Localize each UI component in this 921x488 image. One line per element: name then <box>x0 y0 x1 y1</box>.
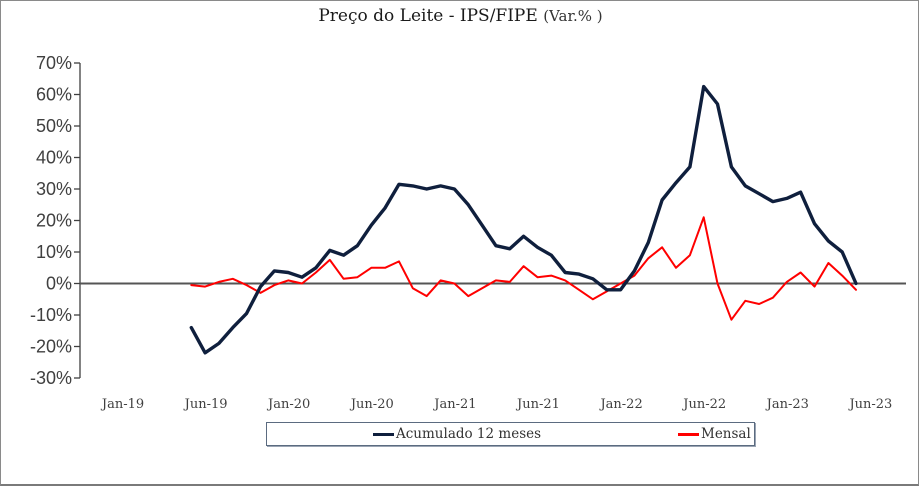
y-axis: 70% 60% 50% 40% 30% 20% 10% 0% -10% -20% -30% <box>30 53 81 388</box>
y-tick-label: -20% <box>30 337 72 357</box>
x-tick-label: Jan-19 <box>100 397 144 412</box>
y-tick-label: 0% <box>46 274 72 294</box>
y-tick-label: 50% <box>36 116 72 136</box>
legend-item-acumulado: Acumulado 12 meses <box>373 426 541 442</box>
legend-swatch-acumulado <box>373 432 394 436</box>
series-line-mensal <box>190 216 857 321</box>
y-tick-label: 30% <box>36 179 72 199</box>
x-tick-label: Jun-21 <box>515 397 560 412</box>
legend-item-mensal: Mensal <box>678 426 751 442</box>
x-tick-label: Jun-20 <box>349 397 394 412</box>
series-line-acumulado <box>189 84 858 355</box>
y-tick-label: 20% <box>36 211 72 231</box>
legend-label-mensal: Mensal <box>701 426 751 442</box>
series-lines <box>189 84 858 355</box>
x-tick-label: Jun-19 <box>183 397 228 412</box>
x-axis: Jan-19 Jun-19 Jan-20 Jun-20 Jan-21 Jun-21 Jan-… <box>80 282 906 412</box>
y-tick-label: 10% <box>36 242 72 262</box>
x-tick-label: Jan-22 <box>598 397 642 412</box>
y-tick-label: 70% <box>36 53 72 73</box>
x-tick-label: Jan-21 <box>432 397 476 412</box>
chart-title-main: Preço do Leite - IPS/FIPE <box>318 6 538 26</box>
x-tick-label: Jan-23 <box>765 397 809 412</box>
y-tick-label: -30% <box>30 368 72 388</box>
y-tick-label: 40% <box>36 148 72 168</box>
legend-label-acumulado: Acumulado 12 meses <box>396 426 542 442</box>
chart-title-suffix: (Var.% ) <box>543 7 603 25</box>
legend: Acumulado 12 meses Mensal <box>266 422 755 446</box>
x-tick-label: Jan-20 <box>266 397 310 412</box>
legend-swatch-mensal <box>678 432 699 436</box>
chart-title: Preço do Leite - IPS/FIPE (Var.% ) <box>0 6 921 26</box>
x-tick-label: Jun-23 <box>847 397 892 412</box>
x-tick-label: Jun-22 <box>681 397 726 412</box>
y-tick-label: -10% <box>30 305 72 325</box>
y-tick-label: 60% <box>36 85 72 105</box>
